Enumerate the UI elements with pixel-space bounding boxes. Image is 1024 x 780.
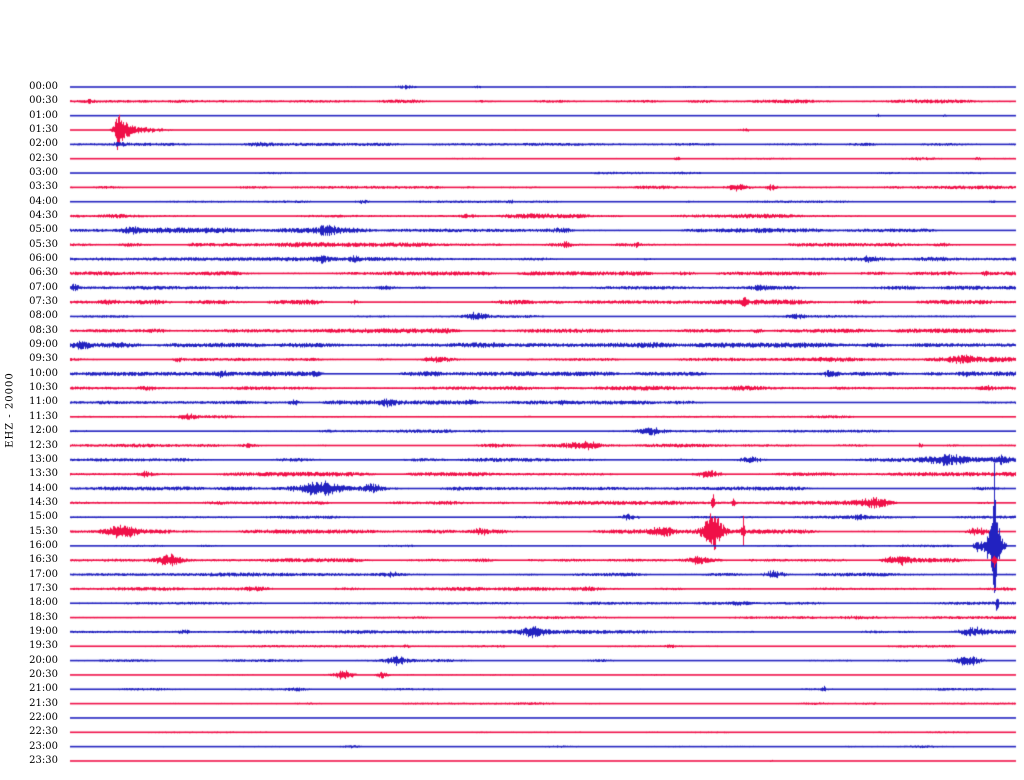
time-label: 05:30	[29, 238, 58, 250]
time-label: 12:30	[29, 439, 58, 451]
time-label: 09:30	[29, 353, 58, 365]
time-label: 13:00	[29, 453, 58, 465]
time-label: 12:00	[29, 425, 58, 437]
time-label: 08:30	[29, 324, 58, 336]
time-label: 19:00	[29, 625, 58, 637]
channel-scale-label: EHZ - 20000	[4, 372, 16, 448]
time-label: 02:00	[29, 138, 58, 150]
time-label: 13:30	[29, 468, 58, 480]
time-label: 07:00	[29, 281, 58, 293]
time-label: 14:30	[29, 496, 58, 508]
time-label: 03:00	[29, 167, 58, 179]
time-label: 15:00	[29, 511, 58, 523]
time-label: 23:00	[29, 740, 58, 752]
time-label: 00:00	[29, 81, 58, 92]
time-label: 04:30	[29, 210, 58, 222]
time-label: 20:30	[29, 668, 58, 680]
time-label: 11:00	[29, 396, 58, 408]
time-label: 01:30	[29, 124, 58, 136]
time-label: 10:30	[29, 382, 58, 394]
time-label: 15:30	[29, 525, 58, 537]
time-label: 00:30	[29, 95, 58, 107]
time-label: 22:30	[29, 726, 58, 738]
time-label: 09:00	[29, 339, 58, 351]
time-label: 21:00	[29, 683, 58, 695]
time-label: 01:00	[29, 109, 58, 121]
time-label: 14:00	[29, 482, 58, 494]
time-label: 02:30	[29, 152, 58, 164]
time-label: 18:30	[29, 611, 58, 623]
time-label: 06:00	[29, 253, 58, 265]
time-label: 23:30	[29, 754, 58, 766]
time-axis: 00:00 00:30 01:00 01:30 02:00 02:30 03:00 03:30…	[0, 0, 59, 780]
time-label: 11:30	[29, 410, 58, 422]
time-label: 20:00	[29, 654, 58, 666]
time-label: 17:30	[29, 582, 58, 594]
time-label: 16:00	[29, 539, 58, 551]
time-label: 05:00	[29, 224, 58, 236]
time-label: 18:00	[29, 597, 58, 609]
time-label: 03:30	[29, 181, 58, 193]
time-label: 07:30	[29, 296, 58, 308]
time-label: 22:00	[29, 711, 58, 723]
time-label: 08:00	[29, 310, 58, 322]
time-label: 16:30	[29, 554, 58, 566]
time-label: 04:00	[29, 195, 58, 207]
time-label: 19:30	[29, 640, 58, 652]
time-label: 21:30	[29, 697, 58, 709]
time-label: 17:00	[29, 568, 58, 580]
time-label: 06:30	[29, 267, 58, 279]
time-label: 10:00	[29, 367, 58, 379]
